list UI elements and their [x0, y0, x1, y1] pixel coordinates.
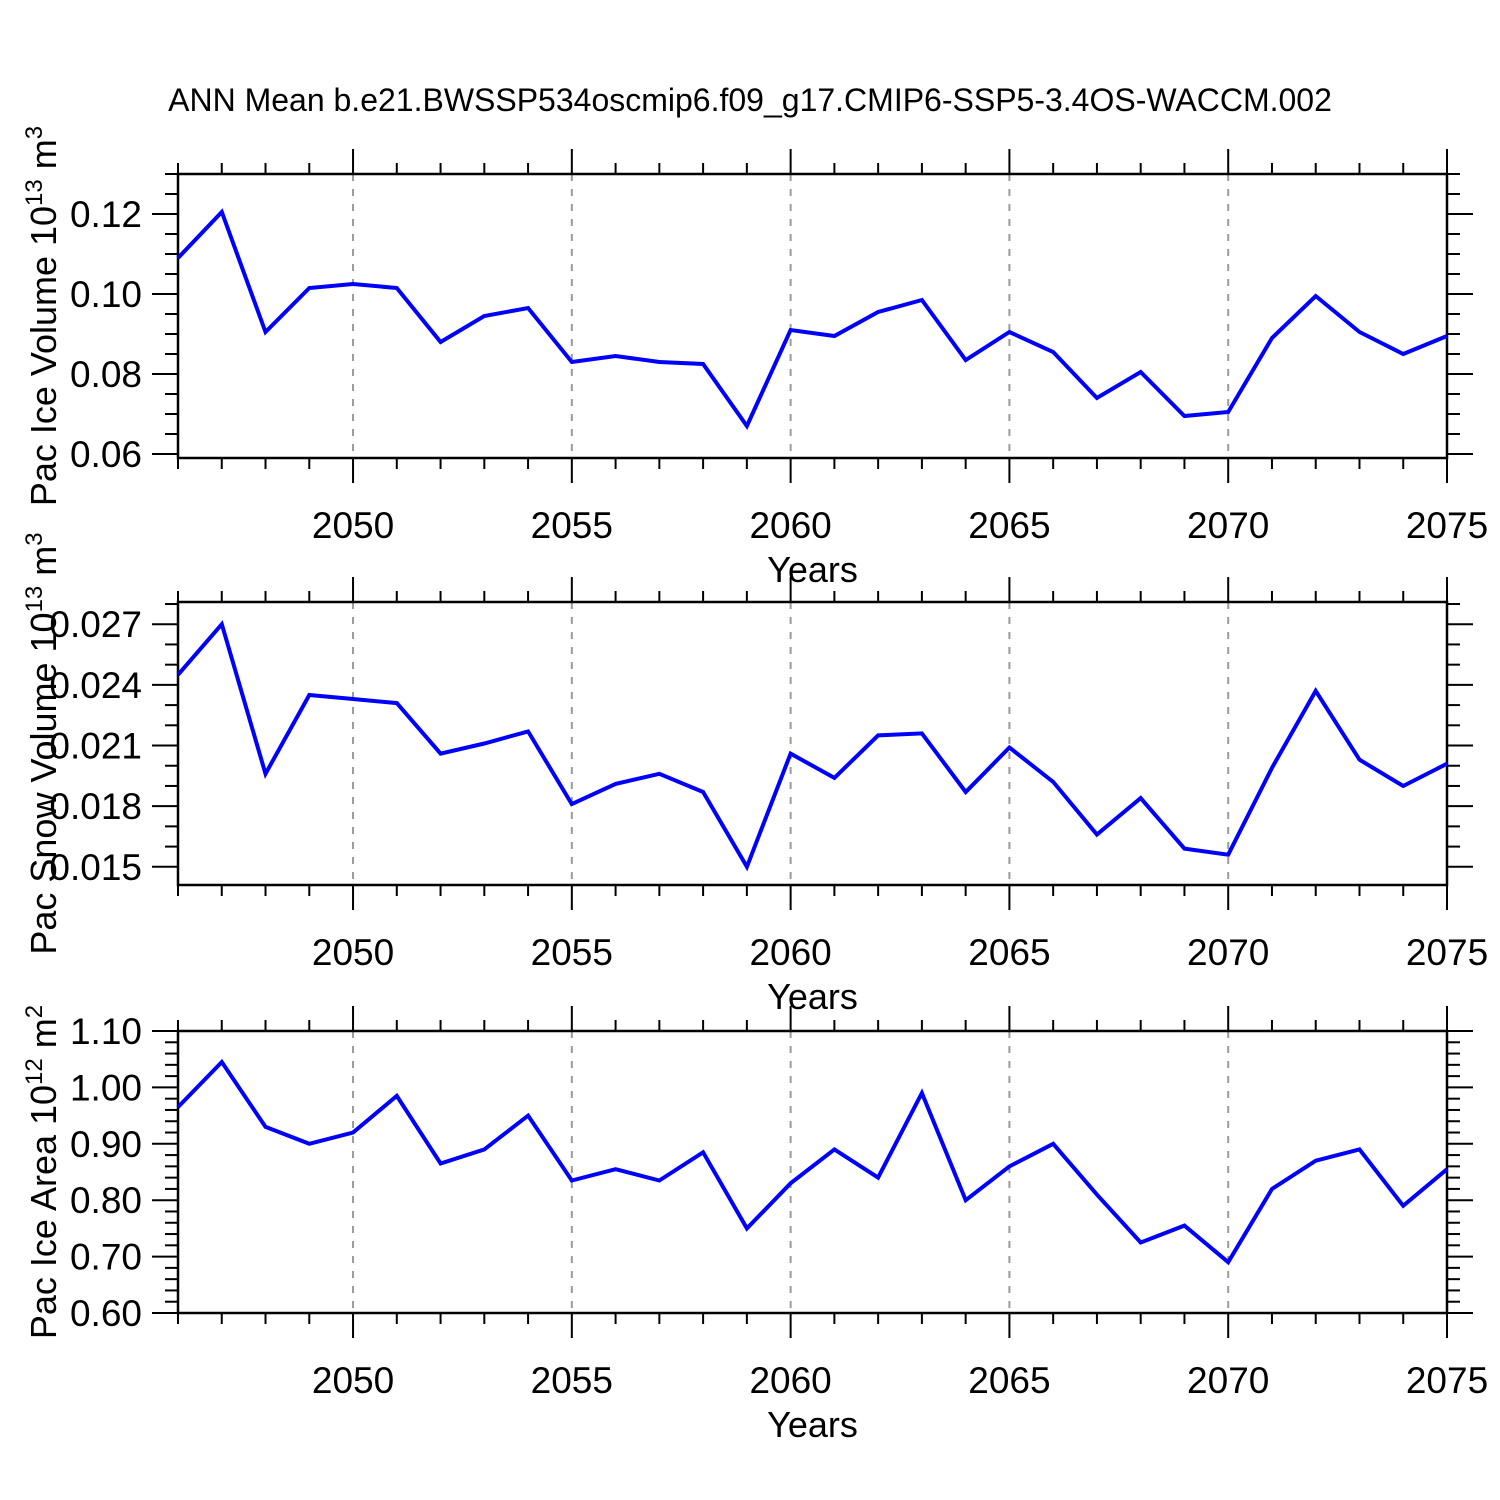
y-tick-label: 0.70 [70, 1237, 142, 1278]
x-tick-label: 2055 [531, 505, 613, 546]
pac-ice-volume-line [176, 208, 1448, 430]
chart-pac-ice-area: 0.60 0.70 0.80 0.90 1.00 1.10 2050 2055 2060 2065… [21, 1005, 1488, 1445]
y-tick-label: 1.00 [70, 1067, 142, 1108]
y-tick-label: 0.60 [70, 1293, 142, 1334]
chart-pac-ice-volume: 0.06 0.08 0.10 0.12 2050 2055 2060 2065 2070 2075… [21, 126, 1488, 590]
y-tick-label: 0.06 [70, 434, 142, 475]
y-tick-label: 0.10 [70, 274, 142, 315]
x-tick-label: 2075 [1406, 932, 1488, 973]
x-tick-label: 2055 [531, 1360, 613, 1401]
plot-border [176, 600, 1449, 887]
y-tick-label: 0.12 [70, 194, 142, 235]
chart-pac-snow-volume: 0.015 0.018 0.021 0.024 0.027 2050 2055 2060 206… [21, 532, 1488, 1017]
x-tick-label: 2055 [531, 932, 613, 973]
x-tick-label: 2070 [1187, 505, 1269, 546]
x-tick-label: 2075 [1406, 505, 1488, 546]
y-tick-label: 0.80 [70, 1180, 142, 1221]
x-tick-label: 2070 [1187, 932, 1269, 973]
x-tick-label: 2050 [312, 505, 394, 546]
plot-border [176, 172, 1449, 460]
x-axis-label: Years [767, 549, 858, 590]
y-tick-label: 0.027 [49, 604, 142, 645]
x-tick-label: 2060 [749, 1360, 831, 1401]
y-tick-label: 0.018 [49, 786, 142, 827]
y-tick-label: 0.90 [70, 1124, 142, 1165]
y-axis-label: Pac Ice Volume 1013 m3 [21, 126, 64, 506]
x-tick-label: 2050 [312, 1360, 394, 1401]
y-tick-label: 0.015 [49, 847, 142, 888]
y-axis-label: Pac Ice Area 1012 m2 [21, 1005, 64, 1339]
x-tick-label: 2065 [968, 932, 1050, 973]
x-tick-label: 2065 [968, 1360, 1050, 1401]
pac-ice-area-line [176, 1058, 1449, 1266]
x-tick-label: 2060 [749, 932, 831, 973]
x-tick-label: 2060 [749, 505, 831, 546]
y-axis-label: Pac Snow Volume 1013 m3 [21, 532, 64, 954]
pac-snow-volume-line [176, 620, 1448, 872]
y-tick-label: 0.024 [49, 665, 142, 706]
x-axis-label: Years [767, 976, 858, 1017]
x-axis-label: Years [767, 1404, 858, 1445]
figure-title: ANN Mean b.e21.BWSSP534oscmip6.f09_g17.C… [168, 82, 1332, 118]
x-tick-label: 2050 [312, 932, 394, 973]
x-tick-label: 2070 [1187, 1360, 1269, 1401]
y-tick-label: 0.021 [49, 726, 142, 767]
plot-border [176, 1029, 1449, 1315]
x-tick-label: 2075 [1406, 1360, 1488, 1401]
x-tick-label: 2065 [968, 505, 1050, 546]
y-tick-label: 1.10 [70, 1011, 142, 1052]
y-tick-label: 0.08 [70, 354, 142, 395]
